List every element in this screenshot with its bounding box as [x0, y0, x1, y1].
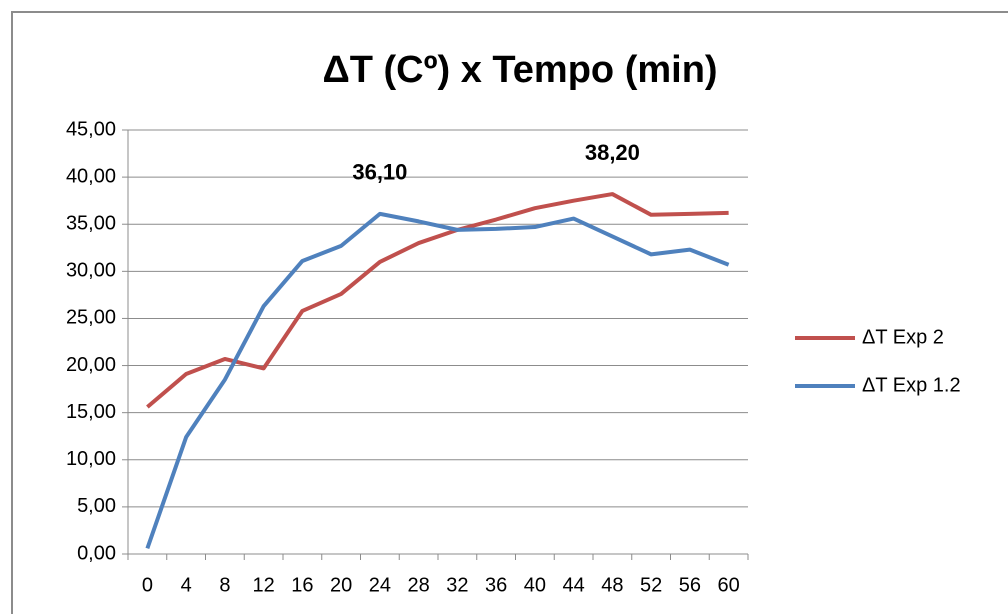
x-tick-label: 28 — [408, 574, 430, 596]
x-tick-label: 4 — [181, 574, 192, 596]
series-line — [145, 211, 730, 550]
y-tick-label: 10,00 — [66, 448, 116, 470]
x-tick-label: 20 — [330, 574, 352, 596]
x-tick-label: 44 — [563, 574, 585, 596]
x-tick-label: 48 — [601, 574, 623, 596]
data-label: 38,20 — [585, 140, 640, 165]
y-tick-label: 35,00 — [66, 213, 116, 235]
chart-border — [11, 11, 1008, 614]
y-tick-label: 30,00 — [66, 260, 116, 282]
x-tick-label: 32 — [446, 574, 468, 596]
x-tick-label: 12 — [253, 574, 275, 596]
series-line — [146, 192, 729, 409]
legend-label: ΔT Exp 2 — [862, 326, 944, 348]
y-tick-label: 5,00 — [77, 495, 116, 517]
y-tick-label: 25,00 — [66, 307, 116, 329]
x-tick-label: 24 — [369, 574, 391, 596]
x-tick-label: 36 — [485, 574, 507, 596]
data-label: 36,10 — [352, 160, 407, 185]
x-tick-label: 16 — [291, 574, 313, 596]
y-tick-label: 20,00 — [66, 354, 116, 376]
x-tick-label: 40 — [524, 574, 546, 596]
y-tick-label: 15,00 — [66, 401, 116, 423]
y-tick-label: 40,00 — [66, 165, 116, 187]
x-tick-label: 60 — [718, 574, 740, 596]
x-tick-label: 56 — [679, 574, 701, 596]
y-tick-label: 45,00 — [66, 118, 116, 140]
x-tick-label: 52 — [640, 574, 662, 596]
x-tick-label: 0 — [142, 574, 153, 596]
x-tick-label: 8 — [219, 574, 230, 596]
y-tick-label: 0,00 — [77, 542, 116, 564]
legend-label: ΔT Exp 1.2 — [862, 374, 961, 396]
chart-title: ΔT (Cº) x Tempo (min) — [322, 49, 717, 91]
